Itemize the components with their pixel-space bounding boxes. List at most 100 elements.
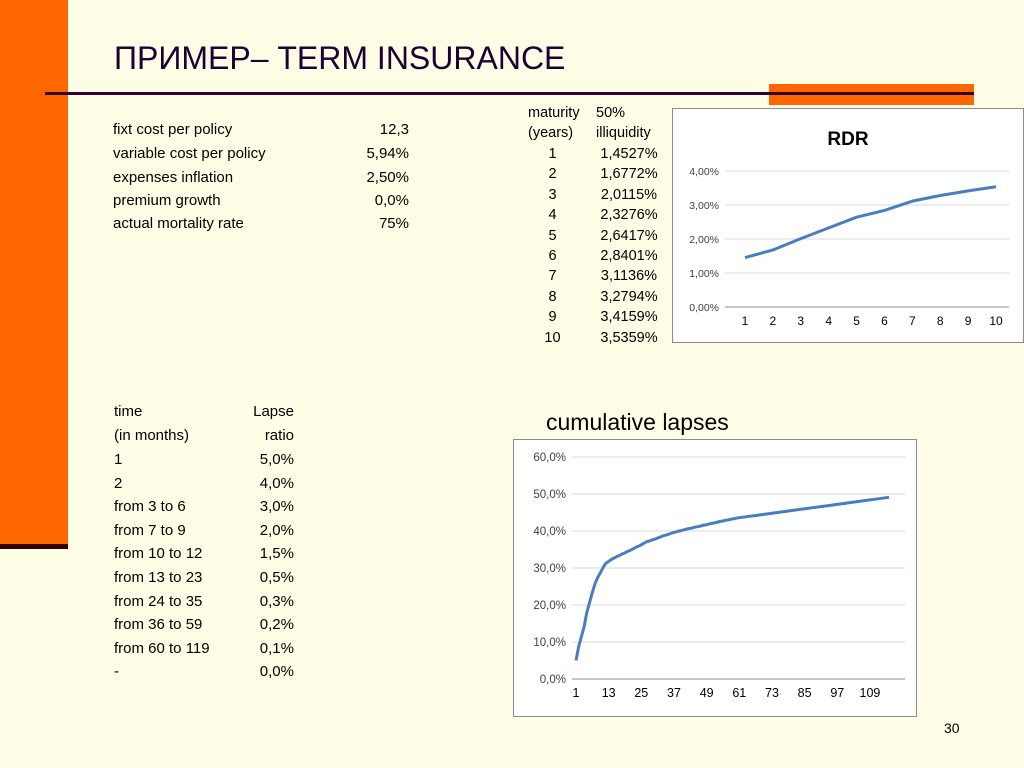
param-value: 5,94% (366, 145, 409, 162)
param-value: 75% (378, 215, 409, 232)
param-row: variable cost per policy 5,94% (113, 145, 409, 169)
x-tick-label: 73 (765, 686, 779, 700)
x-tick-label: 4 (825, 314, 832, 328)
rdr-rate: 3,2794% (600, 288, 658, 305)
y-tick-label: 50,0% (533, 489, 566, 501)
title-rule-overlay (769, 92, 974, 95)
lapse-ratio: 2,0% (259, 521, 294, 539)
x-tick-label: 2 (770, 314, 777, 328)
x-tick-label: 85 (798, 686, 812, 700)
rdr-row: 8 3,2794% (520, 289, 666, 309)
y-tick-label: 40,0% (533, 526, 566, 538)
param-label: variable cost per policy (113, 145, 266, 162)
param-label: expenses inflation (113, 169, 234, 186)
lapse-row: from 13 to 23 0,5% (114, 569, 294, 593)
lapse-time: - (114, 663, 119, 681)
rdr-maturity: 3 (548, 186, 557, 203)
y-tick-label: 10,0% (533, 637, 566, 649)
lapse-ratio: 0,3% (259, 592, 294, 610)
lapse-header: (in months) (114, 427, 190, 444)
lapse-row: - 0,0% (114, 663, 294, 687)
x-tick-label: 97 (830, 686, 844, 700)
rdr-maturity: 5 (548, 227, 557, 244)
lapse-header-row: time Lapse (114, 403, 294, 427)
lapse-ratio: 0,0% (259, 663, 294, 681)
rdr-row: 5 2,6417% (520, 228, 666, 248)
y-tick-label: 3,00% (689, 200, 719, 212)
y-tick-label: 0,0% (540, 674, 566, 686)
rdr-header: maturity (528, 105, 580, 121)
lapse-row: from 36 to 59 0,2% (114, 616, 294, 640)
x-tick-label: 9 (965, 314, 972, 328)
lapse-ratio: 5,0% (259, 451, 294, 468)
param-value: 0,0% (374, 192, 409, 209)
cumulative-lapses-chart-svg: 0,0% 10,0% 20,0% 30,0% 40,0% 50,0% 60,0% 1 13 25 3… (533, 452, 905, 700)
rdr-row: 7 3,1136% (520, 268, 666, 288)
lapse-time: from 13 to 23 (114, 569, 203, 586)
x-tick-label: 1 (573, 686, 580, 700)
rdr-rate: 2,0115% (600, 186, 658, 203)
lapse-row: from 7 to 9 2,0% (114, 522, 294, 546)
x-tick-label: 10 (989, 314, 1003, 328)
param-row: actual mortality rate 75% (113, 215, 409, 239)
x-tick-label: 1 (742, 314, 749, 328)
cumulative-lapses-title: cumulative lapses (546, 409, 729, 435)
lapse-time: from 10 to 12 (114, 545, 203, 563)
lapse-header: Lapse (253, 403, 294, 420)
rdr-maturity: 6 (548, 248, 557, 264)
rdr-rate: 1,6772% (600, 166, 658, 183)
y-tick-label: 4,00% (689, 166, 719, 178)
x-tick-label: 5 (853, 314, 860, 328)
rdr-maturity: 2 (548, 166, 557, 183)
rdr-rate: 1,4527% (600, 146, 658, 162)
lapse-ratio: 0,5% (259, 569, 294, 586)
y-tick-label: 60,0% (533, 452, 566, 464)
rdr-row: 4 2,3276% (520, 207, 666, 227)
rdr-header-row: maturity 50% (520, 105, 666, 125)
slide-title: ПРИМЕР– TERM INSURANCE (114, 40, 566, 76)
lapse-row: from 10 to 12 1,5% (114, 545, 294, 569)
param-row: expenses inflation 2,50% (113, 169, 409, 193)
param-value: 2,50% (366, 169, 409, 186)
x-tick-label: 37 (667, 686, 681, 700)
title-rule (45, 92, 974, 95)
lapse-row: from 3 to 6 3,0% (114, 498, 294, 522)
rdr-chart: 0,00% 1,00% 2,00% 3,00% 4,00% 1 2 3 4 5 6 7 8 9 10 RDR (672, 108, 1024, 343)
lapse-time: 1 (114, 451, 123, 468)
rdr-rate: 2,3276% (600, 207, 658, 224)
x-tick-label: 61 (732, 686, 746, 700)
left-accent-bar (0, 0, 68, 546)
rdr-maturity: 9 (548, 309, 557, 326)
lapse-ratio: 3,0% (259, 498, 294, 516)
param-value: 12,3 (379, 121, 409, 138)
lapse-header-row: (in months) ratio (114, 427, 294, 451)
lapse-ratio: 1,5% (259, 545, 294, 563)
rdr-maturity: 1 (548, 146, 557, 162)
rdr-header: (years) (528, 125, 574, 141)
param-row: fixt cost per policy 12,3 (113, 121, 409, 145)
x-tick-label: 3 (797, 314, 804, 328)
lapse-row: 2 4,0% (114, 475, 294, 499)
param-label: premium growth (113, 192, 221, 209)
series-line (574, 495, 890, 661)
param-row: premium growth 0,0% (113, 192, 409, 216)
lapse-ratio: 4,0% (259, 474, 294, 492)
series-line (744, 185, 997, 260)
rdr-rate: 2,8401% (600, 248, 658, 264)
y-tick-label: 2,00% (689, 234, 719, 246)
lapse-ratio: 0,1% (259, 639, 294, 657)
rdr-row: 3 2,0115% (520, 187, 666, 207)
x-tick-label: 6 (881, 314, 888, 328)
rdr-header: 50% (596, 105, 626, 121)
lapse-time: from 60 to 119 (114, 639, 210, 657)
x-tick-label: 7 (909, 314, 916, 328)
x-tick-label: 13 (602, 686, 616, 700)
y-tick-label: 30,0% (533, 563, 566, 575)
x-tick-label: 109 (860, 686, 881, 700)
chart-title: RDR (827, 129, 868, 150)
rdr-header: illiquidity (596, 125, 651, 141)
lapse-time: from 7 to 9 (114, 521, 186, 539)
page-number: 30 (944, 720, 960, 736)
lapse-time: from 24 to 35 (114, 592, 203, 610)
left-accent-line (0, 544, 68, 549)
